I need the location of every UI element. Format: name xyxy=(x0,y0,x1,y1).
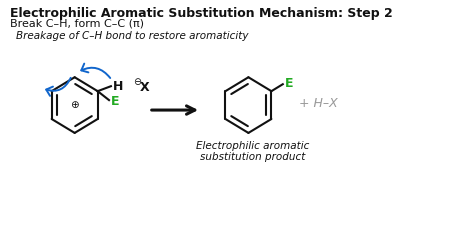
Text: Break C–H, form C–C (π): Break C–H, form C–C (π) xyxy=(10,19,144,29)
Text: Breakage of C–H bond to restore aromaticity: Breakage of C–H bond to restore aromatic… xyxy=(16,30,248,40)
Text: ⊖: ⊖ xyxy=(133,77,142,87)
Text: Electrophilic Aromatic Substitution Mechanism: Step 2: Electrophilic Aromatic Substitution Mech… xyxy=(10,7,393,20)
FancyArrowPatch shape xyxy=(82,64,110,78)
Text: E: E xyxy=(285,77,293,90)
Text: H: H xyxy=(113,80,123,93)
Text: Electrophilic aromatic
substitution product: Electrophilic aromatic substitution prod… xyxy=(196,141,310,163)
Text: ⊕: ⊕ xyxy=(70,100,79,110)
Text: E: E xyxy=(111,95,119,108)
Text: X: X xyxy=(140,81,150,94)
FancyArrowPatch shape xyxy=(46,78,71,96)
Text: + H–X: + H–X xyxy=(299,97,337,109)
